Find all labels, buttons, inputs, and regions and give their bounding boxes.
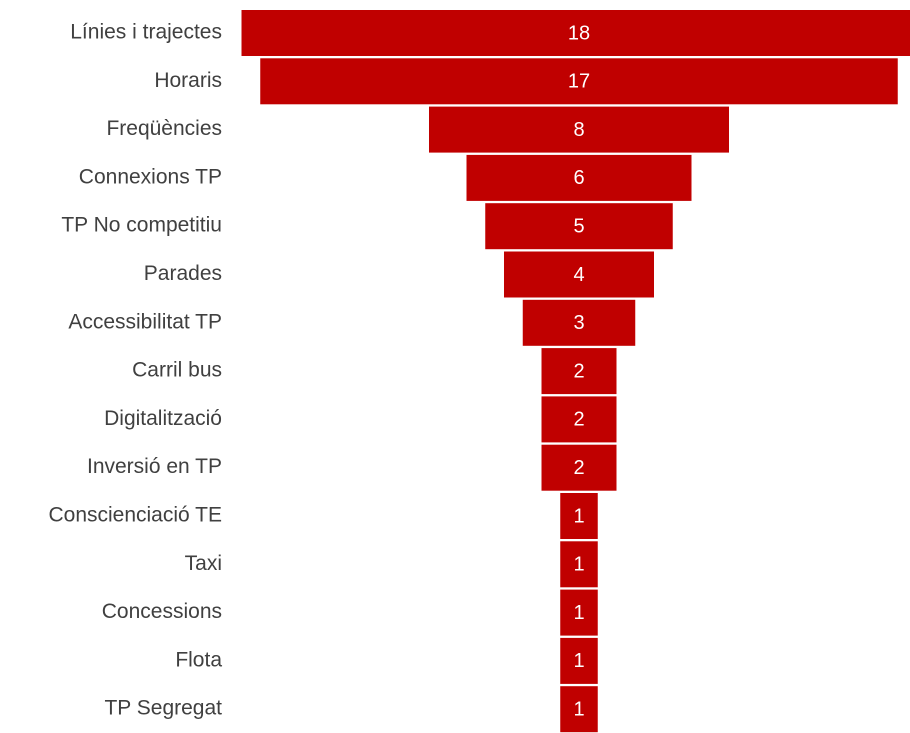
funnel-bar <box>560 686 598 733</box>
category-label: Horaris <box>154 69 222 92</box>
value-label: 2 <box>573 360 584 382</box>
value-label: 3 <box>573 312 584 334</box>
funnel-bar <box>522 299 636 346</box>
value-label: 2 <box>573 457 584 479</box>
category-label: Flota <box>175 648 222 671</box>
category-label: TP Segregat <box>104 697 222 720</box>
category-label: Connexions TP <box>79 165 222 188</box>
value-label: 5 <box>573 215 584 237</box>
funnel-bar <box>541 444 617 491</box>
category-label: Parades <box>144 262 222 285</box>
category-label: Concessions <box>102 600 222 623</box>
funnel-bar <box>560 637 598 684</box>
value-label: 17 <box>568 71 590 93</box>
funnel-bar <box>485 203 673 250</box>
value-label: 2 <box>573 409 584 431</box>
funnel-bar <box>541 348 617 395</box>
value-label: 1 <box>573 698 584 720</box>
funnel-bar <box>560 589 598 636</box>
category-label: Freqüències <box>106 117 222 140</box>
category-label: Inversió en TP <box>87 455 222 478</box>
value-label: 1 <box>573 554 584 576</box>
value-label: 1 <box>573 505 584 527</box>
value-label: 1 <box>573 602 584 624</box>
value-label: 8 <box>573 119 584 141</box>
funnel-bar <box>429 106 729 153</box>
category-label: Conscienciació TE <box>48 504 222 527</box>
value-label: 18 <box>568 22 590 44</box>
category-label: Carril bus <box>132 359 222 382</box>
value-label: 6 <box>573 167 584 189</box>
funnel-bar <box>241 10 910 56</box>
category-label: Accessibilitat TP <box>68 310 222 333</box>
funnel-bar <box>560 541 598 588</box>
category-label: Línies i trajectes <box>70 21 222 44</box>
funnel-bar <box>541 396 617 443</box>
category-label: Taxi <box>185 552 222 575</box>
funnel-bar <box>560 493 598 539</box>
funnel-bar <box>466 154 692 201</box>
category-label: Digitalització <box>104 407 222 430</box>
value-label: 1 <box>573 650 584 672</box>
funnel-bar <box>260 58 898 105</box>
category-label: TP No competitiu <box>61 214 222 237</box>
funnel-bar <box>504 251 654 298</box>
value-label: 4 <box>573 264 584 286</box>
